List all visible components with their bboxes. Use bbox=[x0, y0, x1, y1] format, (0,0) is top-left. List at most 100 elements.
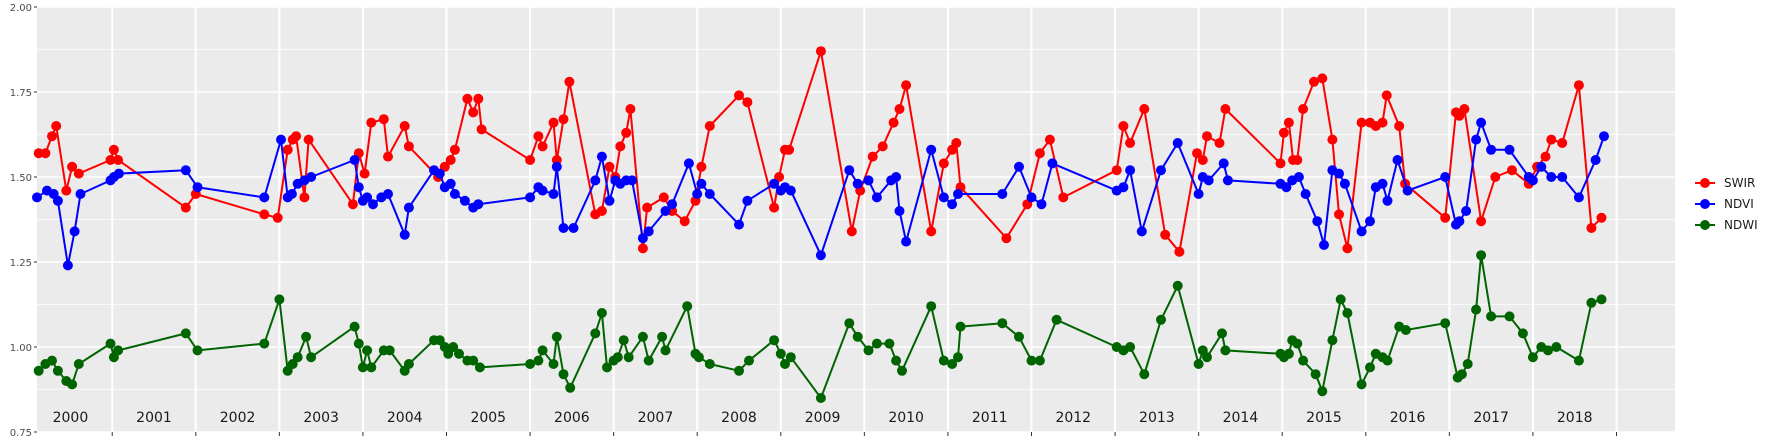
data-point-ndvi bbox=[1339, 178, 1350, 189]
y-tick-label: 1.25 bbox=[10, 258, 32, 269]
data-point-ndwi bbox=[192, 345, 203, 356]
x-year-label: 2012 bbox=[1055, 410, 1091, 426]
data-point-ndwi bbox=[938, 355, 949, 366]
data-point-ndwi bbox=[537, 345, 548, 356]
data-point-ndvi bbox=[445, 178, 456, 189]
data-point-swir bbox=[1202, 131, 1212, 142]
data-point-ndvi bbox=[660, 206, 671, 216]
data-point-ndwi bbox=[1298, 355, 1309, 366]
data-point-ndvi bbox=[643, 226, 654, 237]
data-point-swir bbox=[1283, 117, 1294, 128]
data-point-ndvi bbox=[1026, 192, 1037, 203]
data-point-ndwi bbox=[1034, 355, 1045, 366]
legend: SWIR NDVI NDWI bbox=[1695, 176, 1758, 232]
data-point-ndvi bbox=[62, 260, 73, 271]
data-point-swir bbox=[815, 46, 826, 57]
data-point-swir bbox=[1327, 134, 1338, 145]
data-point-swir bbox=[1044, 134, 1055, 145]
data-point-swir bbox=[476, 124, 487, 135]
data-point-ndvi bbox=[891, 172, 902, 182]
data-point-swir bbox=[1342, 243, 1353, 254]
data-point-ndvi bbox=[596, 151, 607, 162]
data-point-swir bbox=[347, 199, 358, 210]
data-point-ndvi bbox=[1118, 182, 1129, 193]
data-point-ndwi bbox=[897, 365, 907, 376]
data-point-ndwi bbox=[602, 362, 612, 373]
data-point-ndvi bbox=[1203, 175, 1214, 186]
x-year-label: 2005 bbox=[470, 410, 506, 426]
data-point-ndvi bbox=[276, 134, 286, 145]
data-point-swir bbox=[445, 155, 456, 165]
data-point-swir bbox=[1490, 172, 1501, 182]
data-point-swir bbox=[894, 104, 905, 114]
data-point-swir bbox=[105, 155, 116, 165]
data-point-swir bbox=[1459, 104, 1470, 114]
data-point-ndwi bbox=[1335, 294, 1346, 305]
data-point-ndwi bbox=[1327, 335, 1338, 346]
data-point-swir bbox=[951, 138, 962, 148]
data-point-swir bbox=[1440, 212, 1451, 223]
data-point-ndwi bbox=[1517, 328, 1528, 339]
legend-key-ndvi bbox=[1700, 199, 1710, 209]
data-point-ndvi bbox=[734, 219, 744, 230]
data-point-ndvi bbox=[32, 192, 42, 203]
data-point-swir bbox=[1192, 148, 1202, 159]
data-point-ndwi bbox=[1310, 369, 1321, 380]
data-point-swir bbox=[180, 202, 191, 213]
data-point-ndvi bbox=[1599, 131, 1609, 142]
data-point-ndvi bbox=[742, 195, 753, 206]
data-point-ndwi bbox=[105, 338, 116, 349]
data-point-ndvi bbox=[1014, 161, 1024, 172]
data-point-swir bbox=[1214, 138, 1225, 148]
data-point-swir bbox=[291, 131, 302, 142]
data-point-ndwi bbox=[612, 352, 623, 363]
data-point-ndwi bbox=[366, 362, 377, 373]
data-point-swir bbox=[1596, 212, 1607, 223]
data-point-swir bbox=[642, 202, 653, 213]
data-point-ndwi bbox=[403, 359, 414, 369]
x-year-label: 2004 bbox=[387, 410, 423, 426]
data-point-ndvi bbox=[1461, 206, 1472, 216]
data-point-ndvi bbox=[1504, 144, 1515, 155]
data-point-swir bbox=[604, 161, 615, 172]
data-point-swir bbox=[272, 212, 283, 223]
data-point-swir bbox=[1317, 73, 1328, 84]
legend-label-ndwi: NDWI bbox=[1724, 218, 1758, 232]
y-tick-label: 2.00 bbox=[10, 3, 32, 14]
data-point-ndvi bbox=[1156, 165, 1166, 176]
data-point-ndwi bbox=[73, 359, 84, 369]
data-point-ndvi bbox=[1334, 168, 1344, 179]
data-point-ndwi bbox=[525, 359, 536, 369]
x-year-label: 2008 bbox=[721, 410, 757, 426]
data-point-swir bbox=[303, 134, 314, 145]
data-point-swir bbox=[1278, 127, 1289, 138]
data-point-ndwi bbox=[785, 352, 796, 363]
data-point-swir bbox=[548, 117, 559, 128]
data-point-ndvi bbox=[1590, 155, 1601, 165]
data-point-swir bbox=[378, 114, 389, 125]
series-ndvi bbox=[32, 117, 1609, 271]
data-point-swir bbox=[1220, 104, 1231, 114]
data-point-ndwi bbox=[955, 321, 966, 332]
data-point-ndwi bbox=[1156, 314, 1166, 325]
data-point-ndvi bbox=[926, 144, 937, 155]
data-point-swir bbox=[473, 93, 484, 104]
data-point-swir bbox=[61, 185, 72, 196]
data-point-ndwi bbox=[693, 352, 704, 363]
data-point-ndvi bbox=[286, 189, 297, 199]
data-point-ndwi bbox=[1596, 294, 1607, 305]
data-point-ndwi bbox=[1476, 250, 1487, 261]
data-point-ndwi bbox=[947, 359, 958, 369]
data-point-ndvi bbox=[52, 195, 63, 206]
x-year-label: 2018 bbox=[1557, 410, 1593, 426]
data-point-ndvi bbox=[1392, 155, 1403, 165]
data-point-ndwi bbox=[1139, 369, 1150, 380]
x-year-label: 2001 bbox=[136, 410, 172, 426]
data-point-swir bbox=[1476, 216, 1487, 227]
data-point-swir bbox=[366, 117, 377, 128]
data-point-swir bbox=[1125, 138, 1136, 148]
data-point-ndwi bbox=[1504, 311, 1515, 322]
data-point-swir bbox=[1557, 138, 1568, 148]
data-point-swir bbox=[621, 127, 632, 138]
data-point-ndvi bbox=[69, 226, 80, 237]
